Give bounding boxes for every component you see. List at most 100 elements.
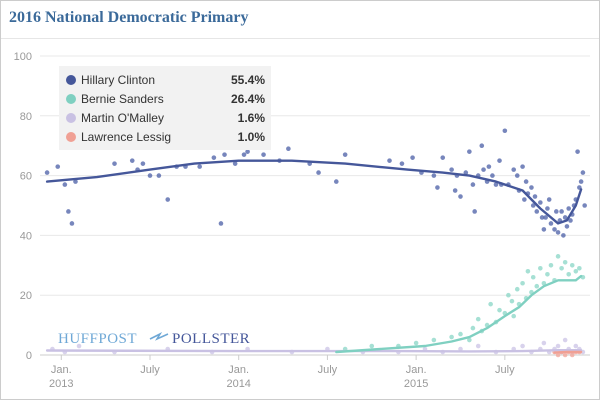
- data-point: [470, 325, 476, 331]
- data-point: [555, 254, 561, 259]
- data-point: [493, 182, 499, 187]
- data-point: [44, 170, 50, 175]
- data-point: [529, 185, 534, 190]
- data-point: [553, 209, 559, 214]
- data-point: [475, 316, 481, 322]
- data-point: [555, 230, 561, 235]
- data-point: [479, 143, 485, 148]
- data-point: [147, 173, 153, 178]
- data-point: [490, 173, 495, 178]
- data-point: [387, 158, 392, 163]
- data-point: [435, 185, 440, 190]
- data-point: [211, 155, 217, 160]
- data-point: [541, 340, 547, 346]
- data-point: [578, 179, 584, 184]
- data-point: [69, 221, 75, 226]
- legend-series-value: 1.6%: [238, 111, 266, 125]
- data-point: [538, 265, 543, 271]
- data-point: [569, 352, 575, 358]
- data-point: [218, 221, 224, 226]
- y-tick-label: 80: [20, 111, 32, 123]
- data-point: [449, 167, 454, 172]
- legend-series-value: 26.4%: [231, 92, 265, 106]
- legend-series-name: Hillary Clinton: [81, 73, 155, 87]
- data-point: [573, 268, 579, 274]
- data-point: [472, 209, 477, 214]
- data-point: [399, 161, 405, 166]
- x-tick-year-label: 2013: [49, 378, 73, 390]
- data-point: [509, 298, 515, 304]
- data-point: [520, 280, 525, 286]
- data-point: [245, 149, 250, 154]
- data-point: [413, 340, 419, 346]
- data-point: [511, 313, 517, 319]
- data-point: [534, 283, 540, 289]
- data-point: [431, 173, 437, 178]
- legend: Hillary Clinton 55.4% Bernie Sanders 26.4% M…: [59, 66, 271, 150]
- x-tick-label: Jan.: [51, 364, 72, 376]
- legend-series-name: Martin O'Malley: [81, 111, 164, 125]
- data-point: [573, 343, 579, 349]
- x-axis: Jan. 2013 July Jan. 2014 July Jan. 2015 July: [49, 355, 515, 390]
- huffpost-pollster-logo: HUFFPOST POLLSTER: [58, 331, 250, 347]
- data-point: [569, 263, 575, 268]
- data-point: [568, 218, 573, 223]
- data-point: [532, 194, 538, 199]
- legend-series-value: 55.4%: [231, 73, 265, 87]
- data-point: [530, 203, 536, 208]
- data-point: [261, 152, 266, 157]
- data-point: [530, 274, 536, 280]
- data-point: [112, 161, 117, 166]
- trend-line: [335, 274, 583, 354]
- data-point: [541, 280, 547, 286]
- data-point: [566, 206, 572, 211]
- data-point: [165, 197, 171, 202]
- logo-pollster-text: POLLSTER: [172, 331, 250, 347]
- y-tick-label: 60: [20, 171, 32, 183]
- data-point: [486, 164, 492, 169]
- data-point: [534, 209, 540, 214]
- data-point: [559, 209, 564, 214]
- y-tick-label: 20: [20, 290, 32, 302]
- data-point: [545, 271, 550, 277]
- legend-series-value: 1.0%: [238, 130, 266, 144]
- data-point: [545, 206, 550, 211]
- chart-title: 2016 National Democratic Primary: [9, 9, 249, 26]
- x-tick-label: July: [318, 364, 338, 376]
- data-point: [458, 194, 463, 199]
- data-point: [514, 286, 520, 292]
- data-point: [580, 170, 586, 175]
- x-tick-label: Jan.: [228, 364, 249, 376]
- data-point: [76, 343, 82, 349]
- data-point: [564, 224, 570, 229]
- legend-series-name: Lawrence Lessig: [81, 130, 171, 144]
- data-point: [559, 265, 564, 271]
- data-point: [577, 265, 582, 271]
- y-tick-label: 40: [20, 230, 32, 242]
- logo-huffpost-text: HUFFPOST: [58, 331, 137, 347]
- data-point: [458, 331, 463, 337]
- data-point: [140, 161, 146, 166]
- data-point: [222, 152, 227, 157]
- data-point: [62, 182, 68, 187]
- data-point: [566, 271, 572, 277]
- data-point: [502, 128, 508, 134]
- data-point: [552, 227, 557, 232]
- data-point: [475, 343, 481, 349]
- data-point: [467, 149, 472, 154]
- data-point: [369, 343, 375, 349]
- legend-swatch: [66, 113, 76, 123]
- data-point: [232, 161, 238, 166]
- data-point: [449, 334, 454, 340]
- data-point: [520, 343, 525, 349]
- y-axis: 0 20 40 60 80 100: [14, 51, 32, 362]
- x-tick-label: July: [495, 364, 515, 376]
- data-point: [410, 155, 415, 160]
- data-point: [562, 260, 568, 265]
- data-point: [156, 173, 162, 178]
- data-point: [523, 179, 529, 184]
- trend-lines: [45, 159, 583, 354]
- data-point: [562, 215, 568, 220]
- data-point: [73, 179, 78, 184]
